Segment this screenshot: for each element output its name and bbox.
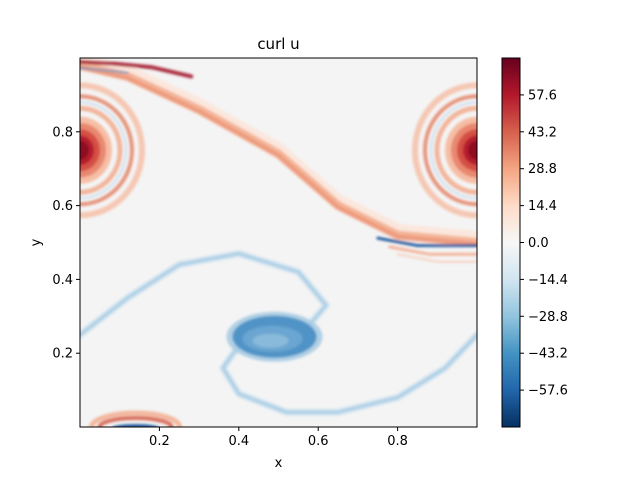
positive-vortex-ring [80, 94, 134, 207]
positive-vortex-ring [412, 82, 477, 219]
negative-band [376, 236, 477, 247]
negative-vortex-ring [430, 101, 477, 200]
top-edge-positive [80, 59, 194, 79]
y-axis-label: y [29, 238, 44, 246]
positive-vortex-ring [80, 82, 145, 219]
y-tick-label: 0.8 [52, 125, 73, 140]
bottom-negative-spot [112, 424, 159, 427]
y-tick-label: 0.2 [52, 347, 73, 362]
positive-vortex-core [80, 140, 89, 160]
chart-title: curl u [257, 35, 299, 53]
positive-vortex-ring [423, 94, 477, 207]
colorbar-tick-label: 14.4 [528, 199, 557, 214]
colorbar [501, 57, 521, 428]
colorbar-tick-label: 57.6 [528, 88, 557, 103]
positive-vortex-ring [434, 105, 477, 195]
y-tick-label: 0.4 [52, 273, 73, 288]
x-tick-label: 0.2 [149, 434, 170, 449]
negative-filament-core [80, 252, 328, 337]
bottom-positive-arc [97, 416, 174, 427]
colorbar-tick-label: −14.4 [528, 273, 568, 288]
colorbar-tick-label: −57.6 [528, 384, 568, 399]
x-axis-label: x [275, 456, 283, 471]
negative-filament-lower-core [221, 333, 477, 414]
positive-vortex-core [468, 140, 477, 160]
x-axis-ticks: 0.2 0.4 0.6 0.8 [149, 427, 408, 449]
x-tick-label: 0.4 [228, 434, 249, 449]
positive-band-outer [396, 253, 477, 263]
colorbar-ticks: 57.6 43.2 28.8 14.4 0.0 −14.4 −28.8 −43.2 −57.6 [520, 88, 568, 399]
positive-vortex-ring [80, 105, 123, 195]
plot-frame [79, 57, 478, 428]
vorticity-field [80, 58, 477, 427]
colorbar-tick-label: −28.8 [528, 310, 568, 325]
colorbar-tick-label: 43.2 [528, 125, 557, 140]
colorbar-tick-label: −43.2 [528, 347, 568, 362]
plot-background [80, 58, 477, 427]
y-axis-ticks: 0.2 0.4 0.6 0.8 [52, 125, 80, 362]
colorbar-tick-label: 0.0 [528, 236, 549, 251]
x-tick-label: 0.6 [308, 434, 329, 449]
top-edge-negative [80, 67, 129, 74]
y-tick-label: 0.6 [52, 199, 73, 214]
x-tick-label: 0.8 [387, 434, 408, 449]
negative-vortex-ring [80, 101, 127, 200]
colorbar-tick-label: 28.8 [528, 162, 557, 177]
positive-filament-core [80, 64, 477, 246]
bottom-positive-arc [89, 410, 183, 427]
plot-area [80, 58, 477, 427]
positive-band [388, 245, 477, 256]
negative-vortex-center [252, 333, 289, 348]
